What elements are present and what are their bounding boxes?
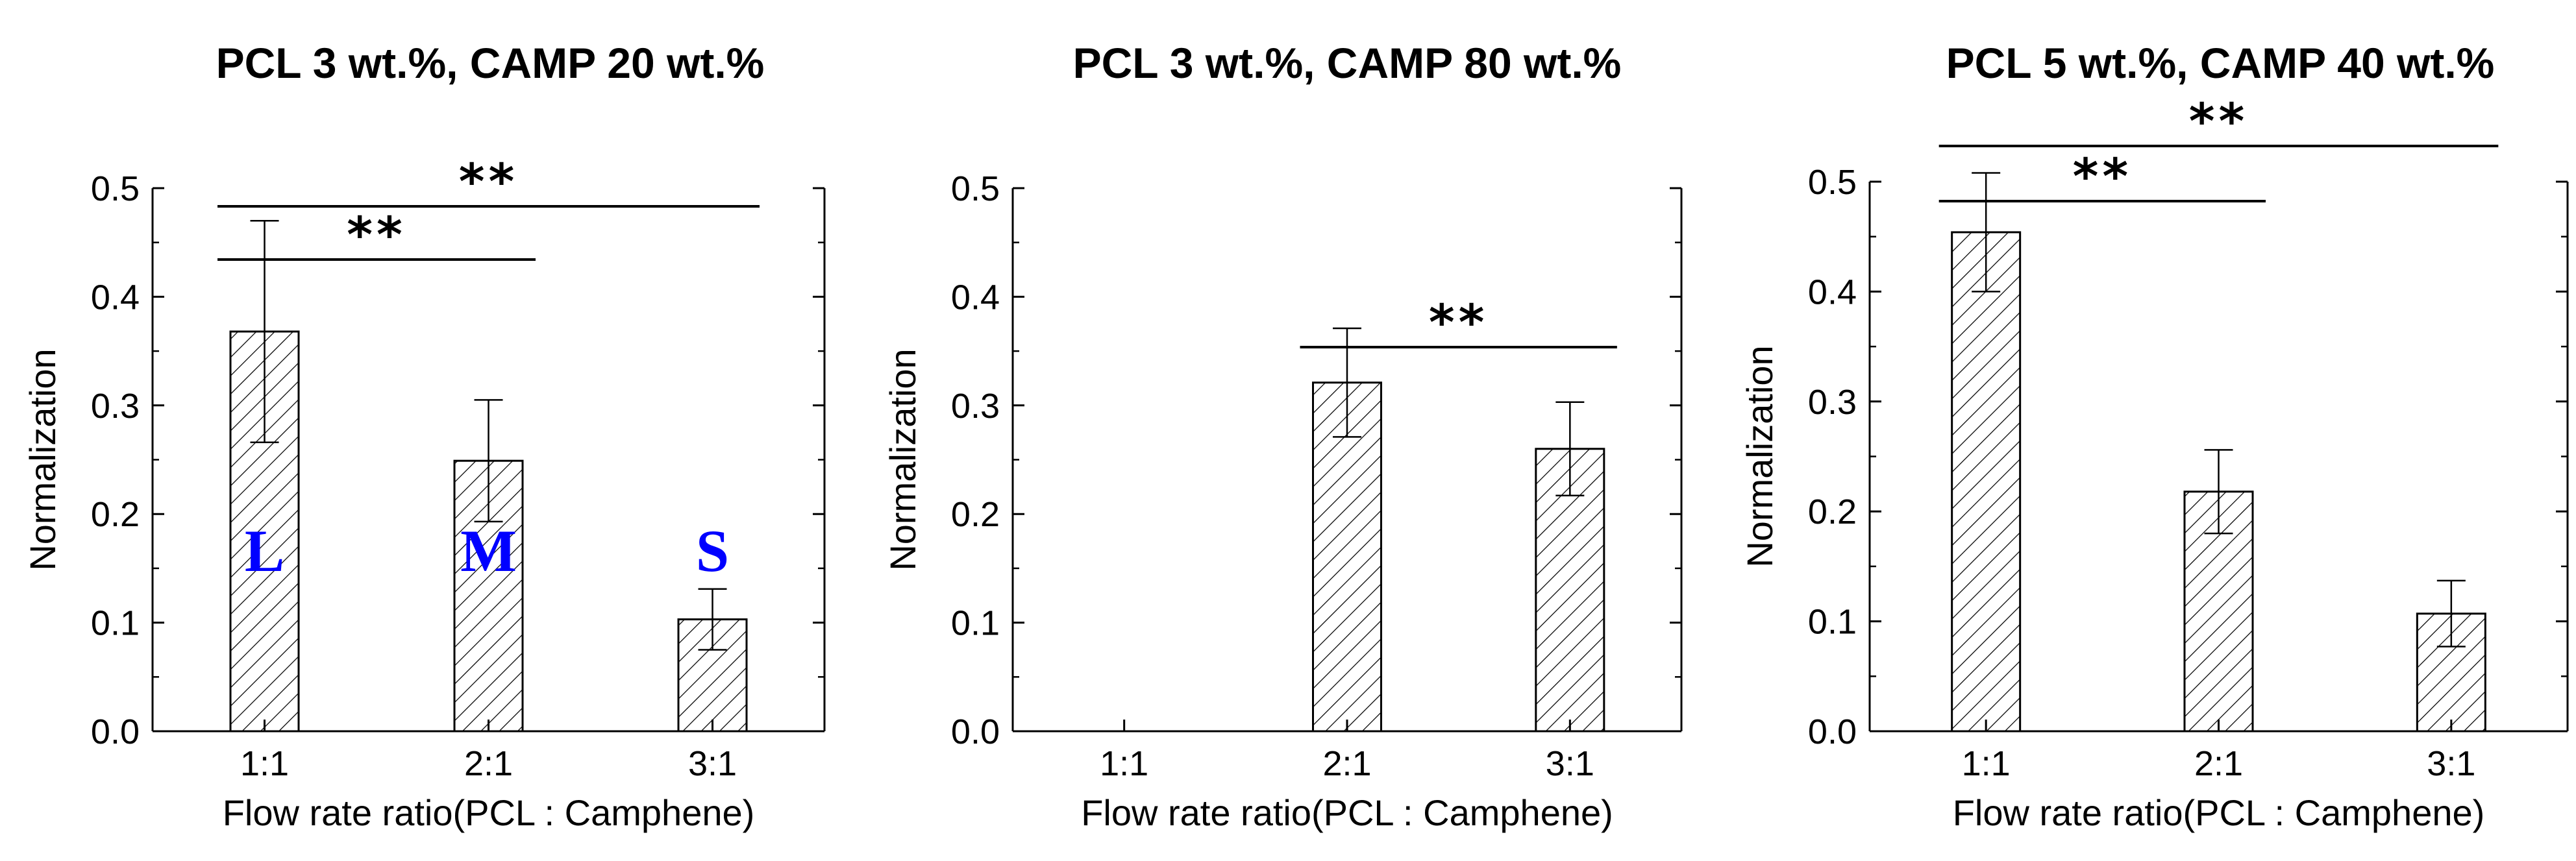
x-tick-label: 3:1 — [1546, 744, 1594, 783]
x-axis-label: Flow rate ratio(PCL : Camphene) — [223, 792, 755, 833]
bar-size-label: M — [460, 518, 517, 584]
x-tick-label: 1:1 — [240, 744, 289, 783]
x-tick-label: 3:1 — [688, 744, 737, 783]
error-bar-1:1 — [1972, 172, 2001, 293]
x-tick-label: 3:1 — [2427, 744, 2475, 783]
y-tick-label: 0.4 — [91, 278, 140, 317]
chart-title: PCL 5 wt.%, CAMP 40 wt.% — [1946, 39, 2495, 87]
y-tick-label: 0.5 — [951, 169, 1000, 208]
y-tick-label: 0.0 — [91, 712, 140, 751]
x-tick-label: 1:1 — [1100, 744, 1148, 783]
x-tick-label: 2:1 — [464, 744, 513, 783]
y-tick-label: 0.1 — [951, 604, 1000, 643]
chart-title: PCL 3 wt.%, CAMP 80 wt.% — [1073, 39, 1622, 87]
x-tick-label: 1:1 — [1962, 744, 2011, 783]
significance-label: ** — [2073, 147, 2133, 205]
y-tick-label: 0.1 — [1808, 603, 1857, 642]
chart-panel-2: PCL 3 wt.%, CAMP 80 wt.% 0.0 0.1 0.2 0.3 0.4 0… — [882, 39, 1683, 833]
y-tick-label: 0.2 — [91, 495, 140, 534]
chart-panel-3: PCL 5 wt.%, CAMP 40 wt.% 0.0 0.1 0.2 0.3 0.4 0… — [1739, 39, 2569, 833]
y-tick-label: 0.3 — [91, 387, 140, 426]
significance-label: ** — [1429, 293, 1489, 351]
y-tick-label: 0.3 — [951, 387, 1000, 426]
x-axis-label: Flow rate ratio(PCL : Camphene) — [1081, 792, 1613, 833]
error-bar-3:1 — [1555, 401, 1585, 496]
bar-1:1 — [1951, 231, 2022, 733]
x-tick-label: 2:1 — [1322, 744, 1371, 783]
y-tick-label: 0.0 — [1808, 712, 1857, 751]
error-bar-2:1 — [474, 399, 503, 523]
y-tick-label: 0.3 — [1808, 383, 1857, 422]
y-tick-label: 0.4 — [1808, 273, 1857, 311]
x-axis-label: Flow rate ratio(PCL : Camphene) — [1953, 792, 2485, 833]
x-tick-label: 2:1 — [2194, 744, 2243, 783]
error-bar-3:1 — [698, 588, 727, 651]
y-axis-label: Normalization — [882, 348, 923, 570]
y-tick-label: 0.4 — [951, 278, 1000, 317]
error-bar-1:1 — [250, 219, 279, 443]
error-bar-3:1 — [2436, 579, 2466, 648]
y-tick-label: 0.0 — [951, 712, 1000, 751]
y-tick-label: 0.5 — [1808, 163, 1857, 202]
chart-title: PCL 3 wt.%, CAMP 20 wt.% — [216, 39, 765, 87]
y-tick-label: 0.2 — [951, 495, 1000, 534]
significance-label: ** — [347, 206, 406, 263]
significance-label: ** — [2189, 92, 2249, 150]
y-axis-label: Normalization — [1739, 345, 1780, 567]
significance-label: ** — [459, 152, 519, 210]
bar-size-label: S — [696, 518, 729, 584]
chart-panel-1: PCL 3 wt.%, CAMP 20 wt.% L M S 0.0 0.1 0.2 0.3 0… — [22, 39, 826, 833]
y-tick-label: 0.2 — [1808, 492, 1857, 531]
error-bar-2:1 — [2204, 449, 2233, 535]
y-axis-label: Normalization — [22, 348, 63, 570]
bar-size-label: L — [245, 518, 284, 584]
y-tick-label: 0.5 — [91, 169, 140, 208]
y-tick-label: 0.1 — [91, 604, 140, 643]
